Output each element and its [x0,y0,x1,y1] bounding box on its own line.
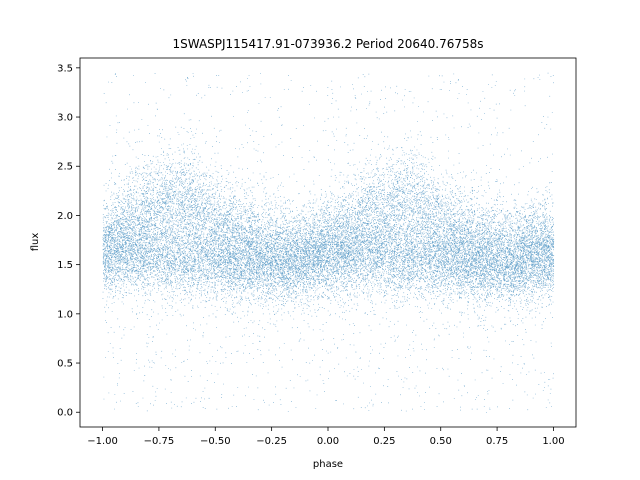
x-tick-label: 1.00 [542,436,564,447]
x-tick-label: −0.25 [256,436,287,447]
y-tick-label: 0.5 [57,359,73,370]
x-tick-label: −0.50 [200,436,231,447]
x-tick-label: −0.75 [144,436,175,447]
y-tick-label: 2.0 [57,211,73,222]
x-tick-label: −1.00 [87,436,118,447]
y-tick-label: 3.0 [57,113,73,124]
x-axis: −1.00 −0.75 −0.50 −0.25 0.00 0.25 0.50 0.75 1.00 [87,427,565,447]
y-tick-label: 1.5 [57,260,73,271]
scatter-points [102,72,555,413]
x-tick-label: 0.50 [430,436,452,447]
y-axis: 0.0 0.5 1.0 1.5 2.0 2.5 3.0 3.5 [57,63,80,419]
x-tick-label: 0.75 [486,436,508,447]
x-tick-label: 0.25 [373,436,395,447]
chart-title: 1SWASPJ115417.91-073936.2 Period 20640.7… [172,37,483,51]
x-tick-label: 0.00 [317,436,339,447]
y-tick-label: 1.0 [57,309,73,320]
y-axis-label: flux [30,233,41,252]
scatter-point-cloud [102,72,555,413]
x-axis-label: phase [313,459,343,470]
y-tick-label: 2.5 [57,162,73,173]
y-tick-label: 0.0 [57,408,73,419]
y-tick-label: 3.5 [57,63,73,74]
